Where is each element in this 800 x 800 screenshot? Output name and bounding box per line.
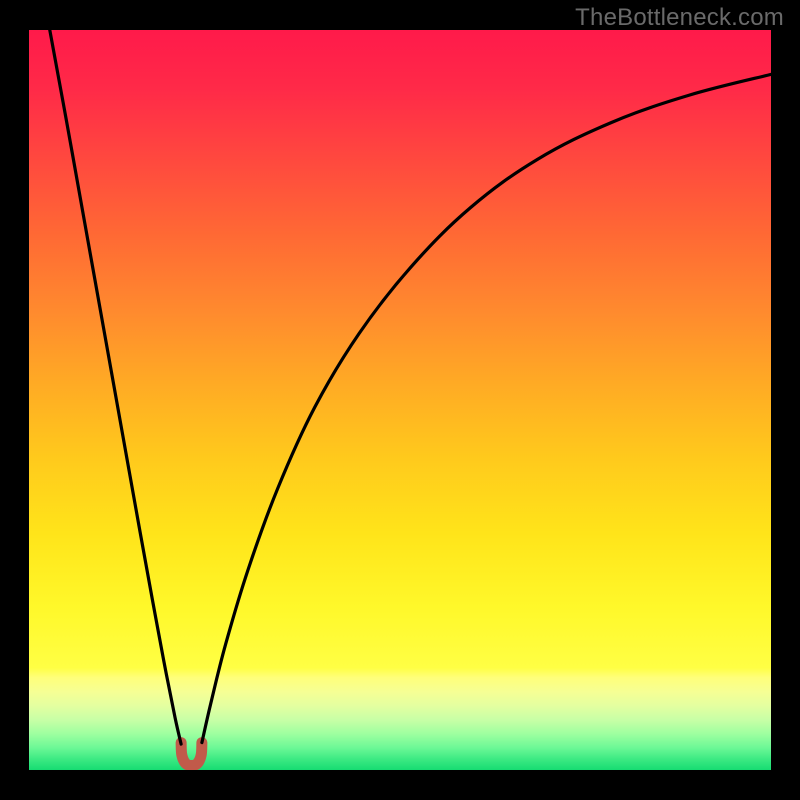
watermark-text: TheBottleneck.com [575, 4, 784, 32]
chart-root: TheBottleneck.com [0, 0, 800, 800]
chart-svg [0, 0, 800, 800]
gradient-background [29, 30, 771, 770]
